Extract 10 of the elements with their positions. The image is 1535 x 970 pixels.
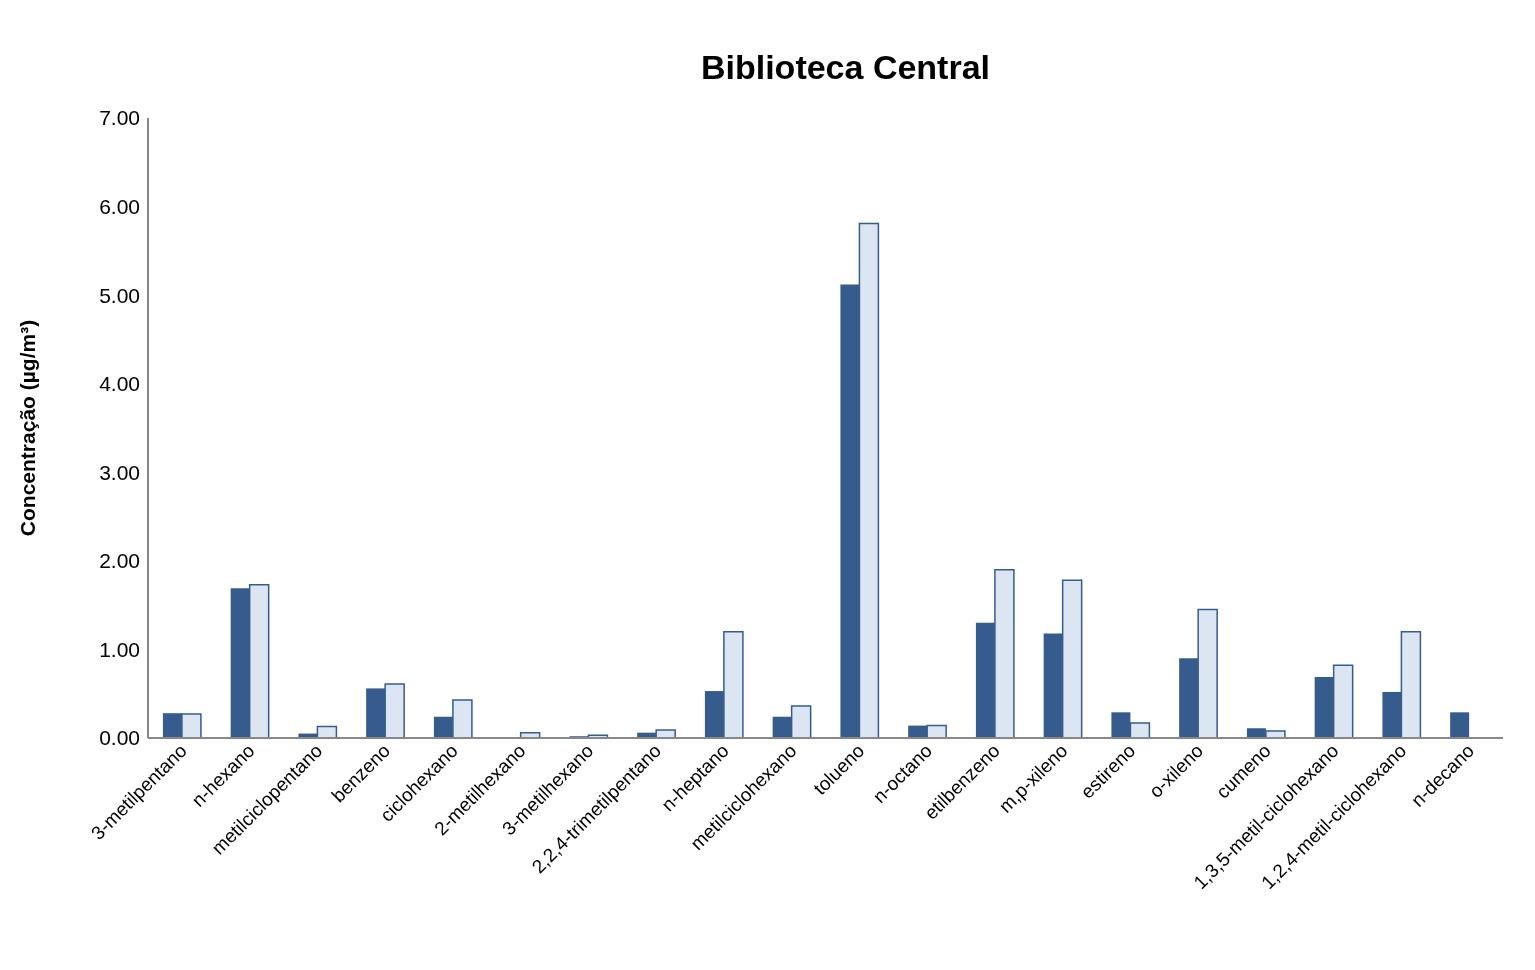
y-tick-label: 7.00 bbox=[99, 106, 140, 130]
y-tick-label: 5.00 bbox=[99, 283, 140, 307]
y-axis-title: Concentração (µg/m³) bbox=[16, 319, 40, 537]
y-tick-label: 0.00 bbox=[99, 726, 140, 750]
y-tick-label: 6.00 bbox=[99, 195, 140, 219]
y-tick-label: 3.00 bbox=[99, 460, 140, 484]
y-tick-label: 4.00 bbox=[99, 372, 140, 396]
y-tick-label: 1.00 bbox=[99, 637, 140, 661]
chart-title: Biblioteca Central bbox=[699, 47, 992, 88]
y-tick-label: 2.00 bbox=[99, 549, 140, 573]
